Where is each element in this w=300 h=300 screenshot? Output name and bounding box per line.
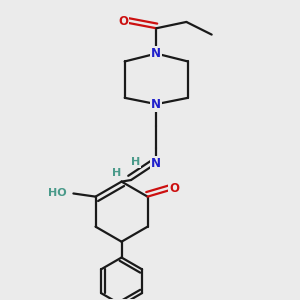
Text: HO: HO [48,188,67,199]
Text: H: H [131,157,140,167]
Text: N: N [151,47,161,60]
Text: N: N [151,157,161,170]
Text: O: O [118,15,128,28]
Text: N: N [151,98,161,111]
Text: H: H [112,168,122,178]
Text: O: O [169,182,179,195]
